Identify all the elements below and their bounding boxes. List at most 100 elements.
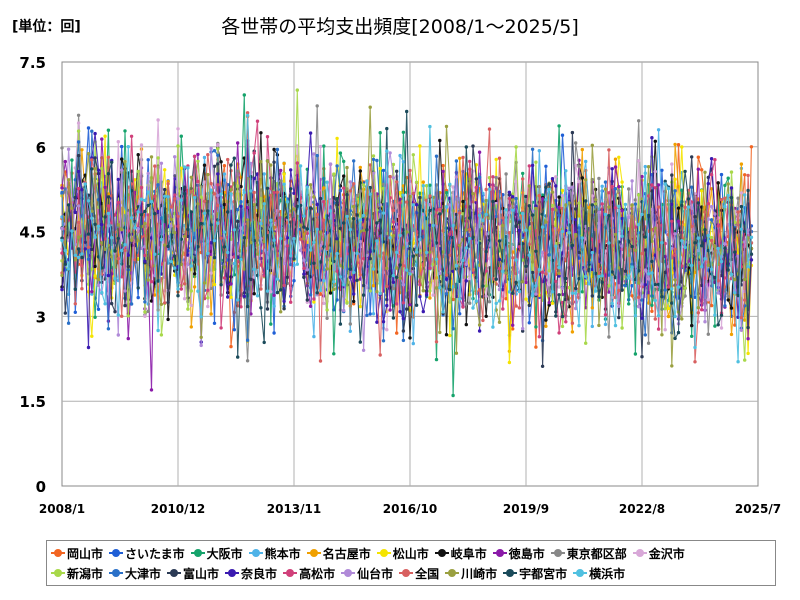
data-point — [120, 157, 124, 161]
data-point — [391, 273, 396, 278]
data-point — [378, 209, 382, 214]
data-point — [448, 241, 452, 245]
data-point — [643, 235, 647, 239]
data-point — [660, 333, 664, 337]
data-point — [484, 212, 488, 217]
data-point — [136, 210, 140, 214]
data-point — [388, 308, 392, 312]
data-point — [305, 227, 309, 231]
data-point — [139, 197, 144, 201]
legend-label: 金沢市 — [648, 546, 685, 561]
data-point — [438, 138, 442, 143]
data-point — [564, 320, 568, 324]
data-point — [106, 204, 111, 208]
data-point — [192, 154, 197, 158]
data-point — [192, 196, 197, 200]
data-point — [673, 189, 677, 193]
data-point — [560, 314, 565, 319]
data-point — [239, 204, 243, 209]
data-point — [557, 274, 561, 278]
data-point — [93, 167, 97, 171]
data-point — [405, 307, 409, 311]
data-point — [570, 243, 575, 248]
data-point — [73, 302, 78, 306]
legend-item: 仙台市 — [341, 565, 393, 582]
data-point — [530, 270, 535, 275]
data-point — [574, 207, 578, 211]
data-point — [216, 147, 220, 151]
data-point — [308, 183, 313, 187]
data-point — [408, 336, 412, 340]
data-point — [593, 198, 598, 202]
data-point — [245, 113, 250, 118]
data-point — [511, 198, 515, 202]
data-point — [613, 157, 618, 161]
data-point — [444, 205, 449, 209]
data-point — [560, 193, 565, 198]
x-tick-label: 2008/1 — [39, 502, 85, 516]
legend-item: 横浜市 — [573, 565, 625, 582]
data-point — [388, 236, 392, 240]
legend-marker — [550, 548, 565, 558]
data-point — [607, 148, 611, 152]
data-point — [209, 223, 213, 227]
legend-marker — [283, 568, 298, 578]
data-point — [418, 191, 422, 195]
data-point — [703, 257, 707, 261]
data-point — [613, 232, 618, 237]
data-point — [676, 233, 681, 237]
data-point — [643, 171, 647, 175]
data-point — [633, 225, 638, 229]
data-point — [431, 223, 435, 228]
legend-marker — [109, 548, 124, 558]
data-point — [381, 339, 386, 343]
data-point — [352, 270, 356, 275]
data-point — [477, 150, 482, 154]
data-point — [739, 227, 744, 231]
data-point — [179, 134, 183, 138]
data-point — [441, 250, 445, 254]
data-point — [308, 248, 313, 252]
data-point — [587, 205, 591, 210]
data-point — [93, 274, 97, 278]
data-point — [325, 267, 329, 271]
data-point — [342, 174, 346, 178]
data-point — [219, 236, 223, 240]
data-point — [650, 136, 654, 140]
data-point — [361, 348, 366, 352]
legend-label: 高松市 — [299, 566, 336, 581]
data-point — [123, 243, 127, 247]
data-point — [428, 266, 432, 270]
data-point — [627, 187, 631, 191]
data-point — [378, 231, 382, 235]
data-point — [206, 304, 210, 309]
data-point — [166, 195, 170, 199]
data-point — [322, 144, 326, 148]
data-point — [86, 345, 91, 350]
data-point — [693, 241, 697, 245]
legend-marker — [248, 548, 263, 558]
data-point — [633, 314, 638, 318]
data-point — [269, 290, 273, 294]
data-point — [474, 185, 478, 190]
data-point — [398, 190, 402, 195]
legend-label: 名古屋市 — [322, 546, 371, 561]
data-point — [348, 189, 352, 193]
data-point — [236, 207, 240, 212]
data-point — [428, 208, 432, 213]
data-point — [312, 300, 316, 304]
data-point — [670, 219, 674, 223]
data-point — [401, 231, 406, 235]
data-point — [554, 208, 558, 212]
data-point — [726, 268, 730, 272]
data-point — [348, 322, 352, 326]
data-point — [342, 221, 346, 225]
data-point — [653, 186, 657, 190]
data-point — [464, 145, 468, 149]
data-point — [414, 203, 419, 207]
data-point — [660, 295, 664, 299]
data-point — [438, 212, 442, 216]
data-point — [411, 254, 415, 258]
data-point — [156, 328, 160, 333]
data-point — [106, 128, 111, 132]
